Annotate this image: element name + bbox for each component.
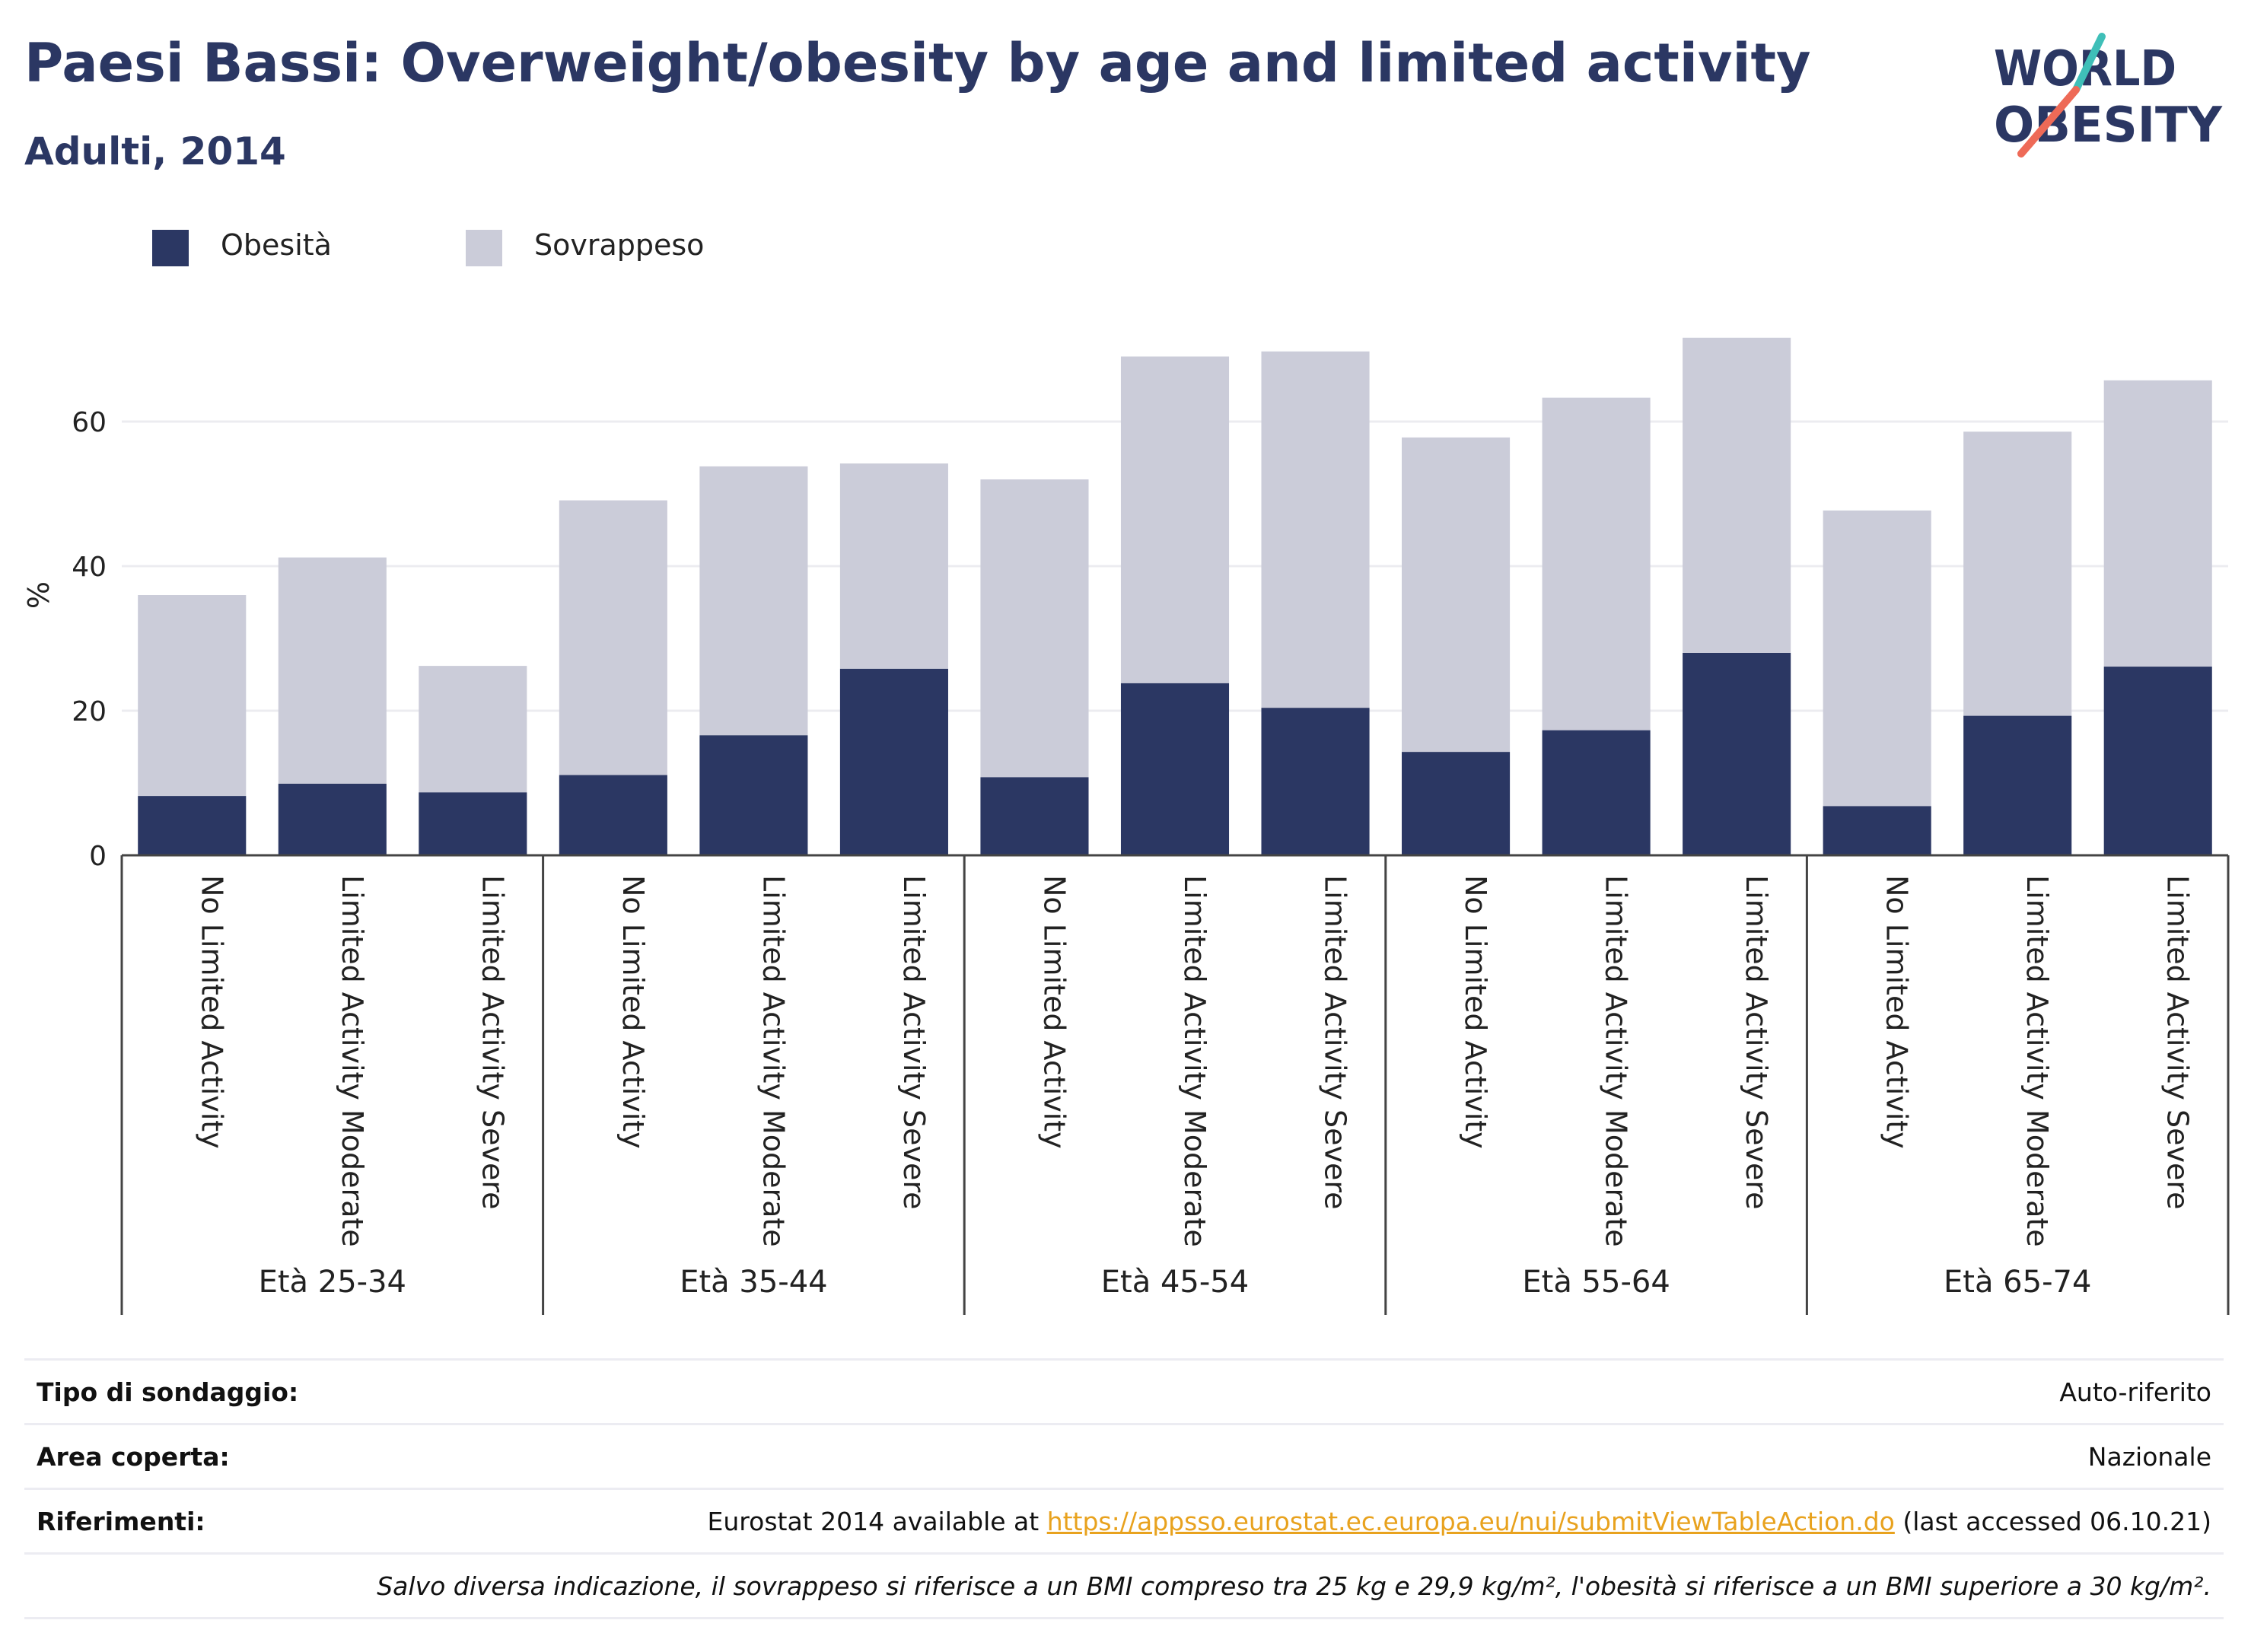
x-category-label: Limited Activity Moderate <box>1600 875 1633 1247</box>
x-category-label: Limited Activity Severe <box>897 875 931 1210</box>
references-prefix: Eurostat 2014 available at <box>707 1507 1047 1536</box>
bar-overweight[interactable] <box>2103 380 2212 667</box>
bar-obesity[interactable] <box>138 796 247 855</box>
bar-obesity[interactable] <box>1261 708 1370 855</box>
y-tick-label: 0 <box>89 841 107 872</box>
legend-swatch-overweight <box>466 230 502 266</box>
y-tick-label: 40 <box>72 552 107 583</box>
survey-type-label: Tipo di sondaggio: <box>37 1377 299 1407</box>
chart-subtitle: Adulti, 2014 <box>24 129 286 173</box>
bar-obesity[interactable] <box>699 735 808 855</box>
x-category-label: Limited Activity Moderate <box>756 875 790 1247</box>
x-group-label: Età 65-74 <box>1944 1265 2091 1300</box>
references-label: Riferimenti: <box>37 1507 205 1536</box>
x-category-label: No Limited Activity <box>1459 875 1492 1149</box>
x-category-label: No Limited Activity <box>195 875 228 1149</box>
bar-obesity[interactable] <box>1542 730 1651 855</box>
x-category-label: Limited Activity Severe <box>1319 875 1352 1210</box>
bmi-definition-note: Salvo diversa indicazione, il sovrappeso… <box>377 1571 2211 1601</box>
bar-obesity[interactable] <box>559 775 667 855</box>
bar-obesity[interactable] <box>839 668 948 855</box>
x-category-label: Limited Activity Severe <box>476 875 509 1210</box>
meta-row-references: Riferimenti: Eurostat 2014 available at … <box>24 1488 2224 1552</box>
x-category-label: Limited Activity Moderate <box>336 875 369 1247</box>
x-category-label: No Limited Activity <box>616 875 650 1149</box>
y-axis-label: % <box>22 581 56 609</box>
bar-overweight[interactable] <box>1683 337 1791 653</box>
survey-type-value: Auto-riferito <box>2059 1377 2211 1407</box>
x-category-label: No Limited Activity <box>1037 875 1071 1149</box>
chart-title: Paesi Bassi: Overweight/obesity by age a… <box>24 32 1811 94</box>
bar-overweight[interactable] <box>1120 356 1230 683</box>
bar-obesity[interactable] <box>1402 752 1511 855</box>
logo-slash-coral <box>2017 86 2080 158</box>
x-group-label: Età 55-64 <box>1522 1265 1670 1300</box>
x-group-label: Età 25-34 <box>259 1265 406 1300</box>
bar-obesity[interactable] <box>1963 715 2072 855</box>
bar-overweight[interactable] <box>839 463 948 669</box>
x-category-label: Limited Activity Moderate <box>1178 875 1211 1247</box>
bar-obesity[interactable] <box>278 783 387 855</box>
logo-slash-teal <box>2072 33 2106 94</box>
legend-swatch-obesity <box>152 230 189 266</box>
bar-overweight[interactable] <box>559 500 667 775</box>
bar-overweight[interactable] <box>1261 351 1370 708</box>
y-tick-label: 20 <box>72 696 107 727</box>
bar-obesity[interactable] <box>1120 683 1230 855</box>
world-obesity-logo: WORLD OBESITY <box>1994 33 2223 158</box>
bar-overweight[interactable] <box>980 479 1089 778</box>
meta-row-note: Salvo diversa indicazione, il sovrappeso… <box>24 1552 2224 1619</box>
x-category-label: Limited Activity Moderate <box>2020 875 2054 1247</box>
legend-label-obesity: Obesità <box>221 228 332 262</box>
y-tick-label: 60 <box>72 407 107 438</box>
bar-overweight[interactable] <box>278 557 387 784</box>
references-suffix: (last accessed 06.10.21) <box>1894 1507 2211 1536</box>
x-category-label: Limited Activity Severe <box>2161 875 2195 1210</box>
bar-obesity[interactable] <box>419 792 527 855</box>
meta-row-area: Area coperta: Nazionale <box>24 1423 2224 1488</box>
stacked-bar-chart: 0 20 40 60% No Limited Activity Limited Activ… <box>22 337 2230 1315</box>
area-label: Area coperta: <box>37 1442 230 1472</box>
bar-overweight[interactable] <box>1963 431 2072 716</box>
meta-row-survey-type: Tipo di sondaggio: Auto-riferito <box>24 1358 2224 1423</box>
bar-obesity[interactable] <box>980 777 1089 855</box>
bar-overweight[interactable] <box>1823 510 1931 807</box>
survey-metadata-table: Tipo di sondaggio: Auto-riferito Area co… <box>24 1358 2224 1619</box>
bar-obesity[interactable] <box>1683 653 1791 855</box>
bar-obesity[interactable] <box>2103 667 2212 855</box>
references-link[interactable]: https://appsso.eurostat.ec.europa.eu/nui… <box>1046 1507 1895 1536</box>
bar-overweight[interactable] <box>1402 437 1511 753</box>
bar-overweight[interactable] <box>138 595 247 797</box>
x-group-label: Età 35-44 <box>680 1265 827 1300</box>
x-category-label: Limited Activity Severe <box>1740 875 1773 1210</box>
bar-overweight[interactable] <box>1542 397 1651 731</box>
x-group-label: Età 45-54 <box>1101 1265 1249 1300</box>
bar-overweight[interactable] <box>699 466 808 736</box>
bar-overweight[interactable] <box>419 666 527 793</box>
area-value: Nazionale <box>2087 1442 2211 1472</box>
legend-label-overweight: Sovrappeso <box>534 228 705 262</box>
bar-obesity[interactable] <box>1823 806 1931 855</box>
references-value: Eurostat 2014 available at https://appss… <box>708 1507 2211 1536</box>
x-category-label: No Limited Activity <box>1880 875 1914 1149</box>
